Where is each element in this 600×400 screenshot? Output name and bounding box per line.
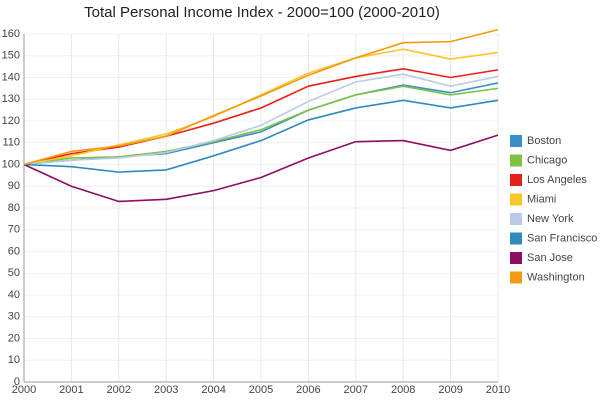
x-tick-label: 2008: [391, 384, 415, 396]
x-tick-label: 2006: [296, 384, 320, 396]
legend-swatch: [510, 174, 522, 186]
y-tick-label: 110: [2, 137, 20, 149]
series-line: [23, 73, 499, 166]
y-tick-label: 130: [2, 93, 20, 105]
legend-label: Chicago: [527, 154, 567, 166]
y-tick-label: 20: [8, 332, 20, 344]
legend-swatch: [510, 252, 522, 264]
x-tick-label: 2003: [154, 384, 178, 396]
y-tick-label: 100: [2, 158, 20, 170]
y-tick-label: 150: [2, 50, 20, 62]
legend-swatch: [510, 213, 522, 225]
x-tick-label: 2002: [107, 384, 131, 396]
x-tick-label: 2007: [344, 384, 368, 396]
x-tick-label: 2000: [12, 384, 36, 396]
legend-label: Los Angeles: [527, 174, 587, 186]
y-tick-label: 70: [8, 224, 20, 236]
y-tick-label: 10: [8, 354, 20, 366]
y-tick-label: 30: [8, 311, 20, 323]
y-tick-label: 50: [8, 267, 20, 279]
series-line: [23, 99, 499, 173]
x-tick-label: 2009: [438, 384, 462, 396]
legend-swatch: [510, 193, 522, 206]
y-tick-label: 80: [8, 202, 20, 214]
chart-title: Total Personal Income Index - 2000=100 (…: [84, 4, 440, 21]
y-tick-label: 60: [8, 245, 20, 257]
series-line: [23, 134, 499, 203]
y-tick-label: 140: [2, 71, 20, 83]
series-line: [23, 28, 499, 166]
x-tick-label: 2004: [201, 384, 225, 396]
legend-label: New York: [527, 213, 574, 225]
y-tick-label: 90: [8, 180, 20, 192]
x-tick-label: 2005: [249, 384, 273, 396]
legend-label: San Jose: [527, 252, 573, 264]
y-tick-label: 40: [8, 289, 20, 301]
legend-swatch: [510, 154, 522, 167]
y-tick-label: 120: [2, 115, 20, 127]
legend-label: Washington: [527, 271, 585, 283]
legend-swatch: [510, 232, 522, 245]
legend-label: Boston: [527, 135, 561, 147]
legend-label: San Francisco: [527, 232, 597, 244]
legend-swatch: [510, 135, 522, 147]
x-tick-label: 2010: [486, 384, 510, 396]
y-tick-label: 0: [14, 376, 20, 388]
x-tick-label: 2001: [59, 384, 83, 396]
series-line: [23, 85, 499, 166]
legend-swatch: [510, 271, 522, 284]
y-tick-label: 160: [2, 28, 20, 40]
legend-label: Miami: [527, 193, 556, 205]
